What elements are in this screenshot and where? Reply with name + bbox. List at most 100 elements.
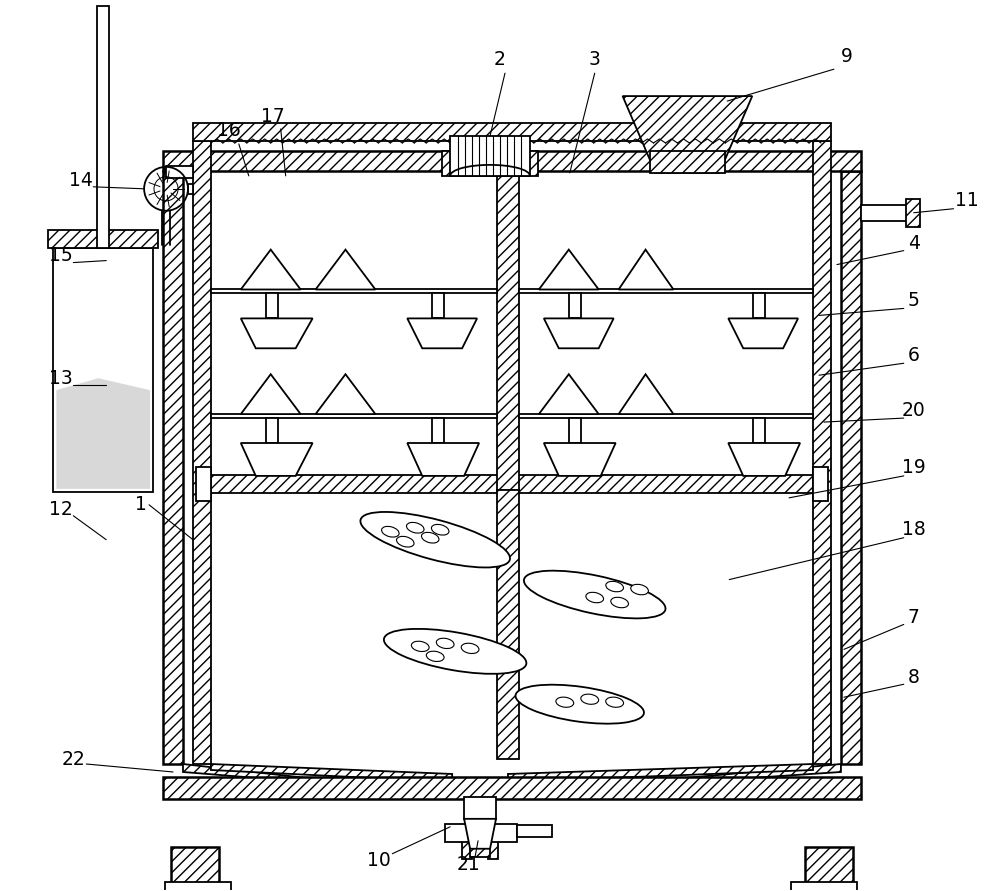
Polygon shape — [211, 290, 497, 293]
Bar — [569, 293, 581, 318]
Polygon shape — [407, 443, 479, 476]
Text: 4: 4 — [908, 234, 920, 253]
Ellipse shape — [360, 512, 510, 568]
Ellipse shape — [606, 697, 624, 707]
Polygon shape — [183, 764, 452, 794]
Bar — [470, 843, 490, 857]
Text: 12: 12 — [49, 501, 73, 519]
Polygon shape — [407, 318, 477, 348]
Polygon shape — [623, 96, 752, 173]
Polygon shape — [241, 318, 313, 348]
Text: 11: 11 — [955, 192, 978, 210]
Text: 6: 6 — [908, 346, 920, 364]
Polygon shape — [241, 249, 301, 290]
Bar — [53, 248, 153, 492]
Bar — [266, 418, 278, 443]
Ellipse shape — [581, 694, 599, 704]
Polygon shape — [211, 764, 452, 782]
Ellipse shape — [631, 584, 648, 595]
Polygon shape — [519, 414, 813, 418]
Bar — [791, 881, 857, 891]
Polygon shape — [519, 290, 813, 293]
Text: 10: 10 — [367, 851, 390, 871]
Bar — [432, 293, 444, 318]
Polygon shape — [841, 171, 861, 764]
Ellipse shape — [524, 570, 666, 618]
Bar — [569, 418, 581, 443]
Polygon shape — [508, 764, 813, 782]
Bar — [450, 136, 530, 176]
Ellipse shape — [516, 684, 644, 723]
Polygon shape — [728, 443, 800, 476]
Text: 13: 13 — [49, 369, 73, 388]
Polygon shape — [316, 249, 375, 290]
Polygon shape — [241, 374, 301, 414]
Bar — [165, 881, 231, 891]
Ellipse shape — [397, 536, 414, 547]
Bar — [813, 467, 828, 501]
Polygon shape — [193, 141, 211, 764]
Polygon shape — [544, 443, 616, 476]
Text: 2: 2 — [494, 50, 506, 69]
Polygon shape — [619, 374, 673, 414]
Bar — [861, 205, 911, 221]
Ellipse shape — [436, 638, 454, 649]
Polygon shape — [241, 443, 313, 476]
Polygon shape — [508, 764, 841, 794]
Bar — [432, 418, 444, 443]
Bar — [48, 230, 158, 248]
Text: 15: 15 — [49, 246, 73, 266]
Bar — [464, 797, 496, 819]
Text: 17: 17 — [261, 107, 285, 126]
Bar — [497, 490, 519, 759]
Bar — [497, 176, 519, 490]
Bar — [517, 825, 552, 837]
Bar — [188, 184, 193, 193]
Text: 7: 7 — [908, 608, 920, 627]
Bar — [266, 293, 278, 318]
Polygon shape — [163, 151, 861, 171]
Polygon shape — [539, 374, 599, 414]
Text: 20: 20 — [902, 401, 926, 420]
Polygon shape — [316, 374, 375, 414]
Bar — [753, 293, 765, 318]
Ellipse shape — [426, 651, 444, 661]
Bar — [462, 841, 472, 859]
Ellipse shape — [407, 522, 424, 533]
Polygon shape — [211, 414, 497, 418]
Bar — [442, 151, 538, 176]
Ellipse shape — [411, 642, 429, 651]
Bar — [805, 846, 853, 884]
Text: 16: 16 — [217, 121, 241, 141]
Bar — [906, 199, 920, 226]
Text: 14: 14 — [69, 171, 93, 191]
Polygon shape — [813, 141, 831, 764]
Text: 19: 19 — [902, 459, 926, 478]
Text: 3: 3 — [589, 50, 601, 69]
Text: 1: 1 — [135, 495, 147, 514]
Polygon shape — [619, 249, 673, 290]
Bar — [163, 777, 861, 799]
Polygon shape — [728, 318, 798, 348]
Text: 8: 8 — [908, 667, 920, 687]
Ellipse shape — [556, 697, 574, 707]
Bar — [171, 846, 219, 884]
Polygon shape — [163, 171, 183, 764]
Polygon shape — [193, 123, 831, 141]
Ellipse shape — [421, 532, 439, 543]
Bar — [488, 841, 498, 859]
Ellipse shape — [586, 593, 604, 602]
Polygon shape — [56, 378, 150, 489]
Ellipse shape — [611, 597, 628, 608]
Polygon shape — [464, 819, 496, 849]
Ellipse shape — [431, 525, 449, 535]
Ellipse shape — [382, 527, 399, 537]
Bar — [196, 467, 211, 501]
Ellipse shape — [384, 629, 526, 674]
Bar — [56, 250, 150, 489]
Text: 21: 21 — [456, 855, 480, 874]
Text: 18: 18 — [902, 520, 926, 539]
Ellipse shape — [461, 643, 479, 653]
Bar — [650, 151, 725, 173]
Bar — [97, 6, 109, 248]
